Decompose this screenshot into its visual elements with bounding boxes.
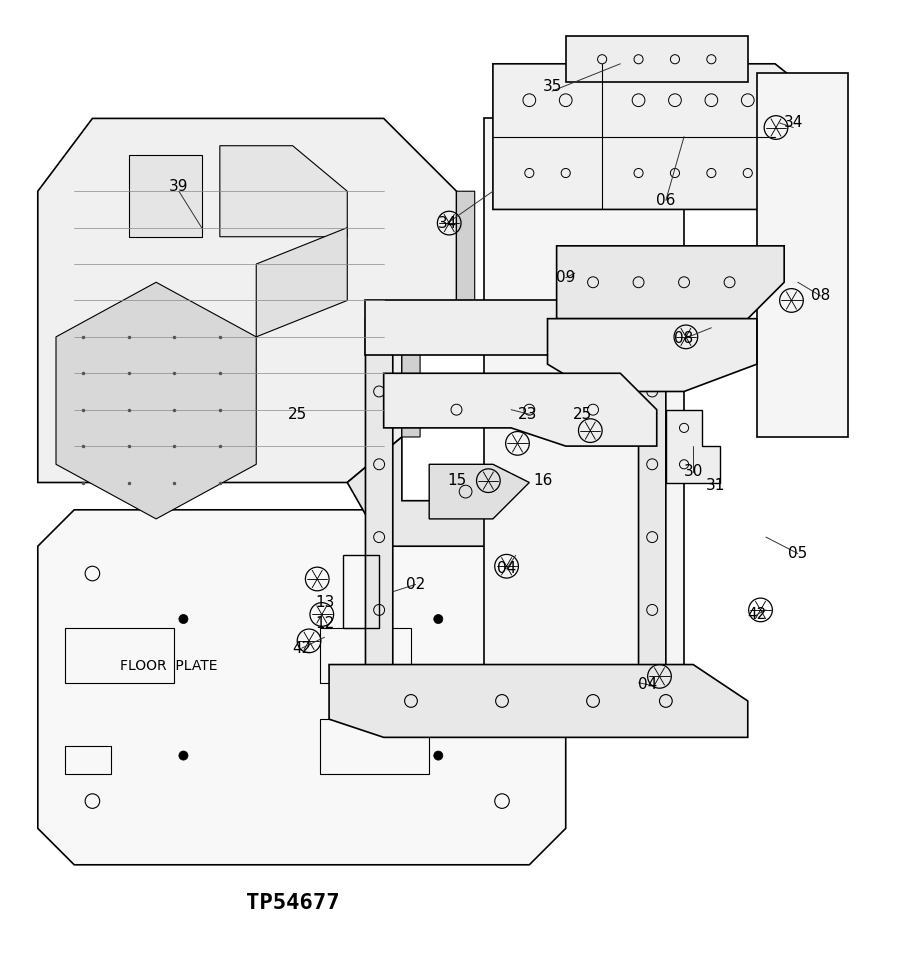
- Polygon shape: [548, 318, 757, 392]
- Text: 30: 30: [684, 464, 703, 479]
- Bar: [365, 300, 666, 355]
- Text: 08: 08: [675, 331, 694, 346]
- Bar: [65, 628, 174, 683]
- Bar: [342, 555, 379, 628]
- Circle shape: [434, 751, 443, 760]
- Polygon shape: [429, 464, 530, 519]
- Polygon shape: [129, 154, 202, 236]
- Circle shape: [434, 615, 443, 623]
- Text: 35: 35: [542, 79, 561, 94]
- Bar: [65, 747, 110, 774]
- Text: 12: 12: [315, 616, 334, 631]
- Text: 13: 13: [315, 595, 334, 610]
- Bar: [320, 719, 429, 774]
- Polygon shape: [383, 373, 656, 446]
- Polygon shape: [329, 665, 748, 737]
- Bar: [320, 628, 411, 683]
- Text: 04: 04: [497, 562, 516, 576]
- Text: TP54677: TP54677: [246, 893, 340, 913]
- Text: 23: 23: [518, 406, 537, 422]
- Text: 25: 25: [572, 406, 592, 422]
- Bar: [757, 73, 848, 437]
- Polygon shape: [402, 191, 475, 437]
- Text: 05: 05: [788, 546, 807, 561]
- Text: 02: 02: [406, 577, 425, 592]
- Polygon shape: [666, 410, 720, 482]
- Text: 04: 04: [638, 677, 657, 692]
- Text: 42: 42: [747, 607, 767, 622]
- Polygon shape: [37, 510, 566, 865]
- Polygon shape: [557, 246, 784, 318]
- Circle shape: [179, 751, 188, 760]
- Text: 06: 06: [656, 193, 676, 207]
- Text: 31: 31: [707, 478, 726, 493]
- Circle shape: [179, 615, 188, 623]
- Polygon shape: [493, 64, 821, 246]
- Polygon shape: [56, 282, 257, 519]
- Polygon shape: [257, 228, 347, 337]
- Text: 15: 15: [446, 473, 467, 488]
- Polygon shape: [365, 300, 393, 683]
- Text: FLOOR  PLATE: FLOOR PLATE: [120, 659, 217, 674]
- Text: 16: 16: [533, 473, 552, 488]
- Text: 25: 25: [288, 406, 307, 422]
- Polygon shape: [566, 37, 748, 82]
- Polygon shape: [347, 437, 530, 546]
- Text: 09: 09: [556, 270, 575, 286]
- Text: 34: 34: [437, 215, 457, 231]
- Polygon shape: [37, 119, 456, 482]
- Bar: [484, 119, 684, 683]
- Text: 08: 08: [811, 289, 830, 303]
- Text: 34: 34: [783, 116, 803, 130]
- Text: 42: 42: [292, 641, 311, 655]
- Text: 39: 39: [169, 179, 189, 194]
- Polygon shape: [638, 300, 666, 683]
- Polygon shape: [220, 146, 347, 236]
